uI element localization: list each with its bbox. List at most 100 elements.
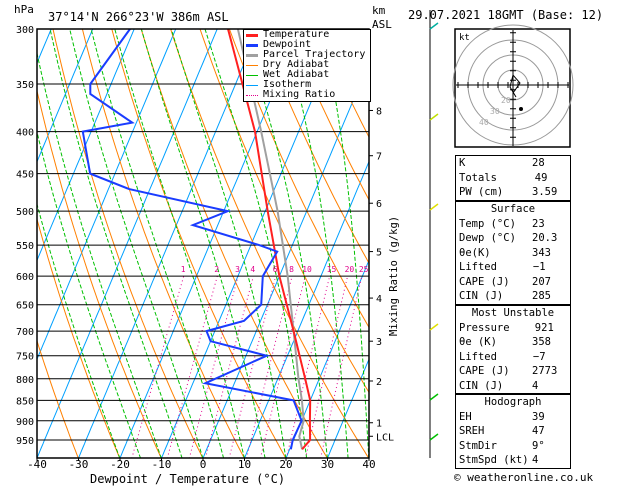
row-label: SREH (459, 425, 485, 437)
wind-barb-icon (429, 113, 439, 121)
row-value: 2773 (532, 365, 558, 377)
legend-swatch (246, 74, 258, 76)
series-dewpoint (81, 29, 303, 450)
row-label: CAPE (J) (459, 275, 510, 288)
legend-label: Isotherm (263, 79, 312, 90)
pressure-tick-label: 750 (16, 352, 34, 363)
temp-tick-label: 30 (321, 458, 334, 471)
pressure-tick-label: 900 (16, 417, 34, 428)
wind-barb-icon (429, 433, 439, 441)
row-value: 3.59 (532, 186, 558, 198)
isotherm (37, 29, 218, 458)
wet-adiabat (90, 29, 225, 458)
pressure-tick-label: 850 (16, 396, 34, 407)
temp-tick-label: -30 (69, 458, 89, 471)
km-tick-label: 7 (376, 152, 382, 163)
legend-item: Parcel Trajectory (244, 50, 370, 60)
table-row: SREH 47 (456, 424, 570, 439)
hodograph-unit: kt (459, 33, 470, 43)
legend-item: Mixing Ratio (244, 90, 370, 100)
table-row: Temp (°C) 23 (456, 217, 570, 232)
mixing-ratio-label: 8 (289, 265, 294, 274)
isotherm (37, 29, 94, 163)
row-value: 49 (534, 171, 548, 184)
km-tick-label: 4 (376, 294, 382, 305)
legend-swatch (246, 64, 258, 66)
plot-area (0, 29, 369, 458)
row-label: θe(K) (459, 246, 491, 259)
mixing-ratio-line (285, 276, 331, 458)
table-row: StmSpd (kt) 4 (456, 453, 570, 468)
temp-tick-label: -40 (27, 458, 47, 471)
legend-swatch (246, 53, 258, 57)
row-value: 358 (532, 336, 551, 348)
mixing-ratio-axis-label: Mixing Ratio (g/kg) (388, 215, 400, 336)
row-label: Totals Totals (459, 171, 497, 184)
wet-adiabat (114, 29, 245, 458)
table-title: Hodograph (484, 396, 542, 408)
legend-label: Temperature (263, 29, 330, 40)
table-row: θe(K) 343 (456, 246, 570, 261)
table-row: K 28 (456, 156, 570, 171)
row-value: 39 (532, 410, 545, 423)
dry-adiabat (37, 339, 79, 458)
km-tick-label: 3 (376, 337, 382, 348)
pressure-tick-label: 700 (16, 327, 34, 338)
legend-label: Dewpoint (263, 39, 312, 50)
mixing-ratio-label: 6 (273, 265, 278, 274)
row-label: StmSpd (kt) (459, 454, 529, 466)
mixing-ratio-line (204, 276, 254, 458)
mixing-ratio-line (166, 276, 218, 458)
legend-item: Dewpoint (244, 40, 370, 50)
row-label: Lifted Index (459, 350, 497, 363)
table-row: Lifted Index −1 (456, 260, 570, 275)
table-row: CAPE (J) 2773 (456, 364, 570, 379)
legend-label: Mixing Ratio (263, 89, 336, 100)
row-value: 47 (532, 425, 545, 437)
table-row: CIN (J) 285 (456, 289, 570, 304)
row-label: CIN (J) (459, 290, 504, 302)
table-row: Dewp (°C) 20.3 (456, 231, 570, 246)
row-value: 20.3 (532, 232, 558, 244)
table-title: Surface (490, 203, 536, 215)
km-label: km (372, 4, 386, 17)
legend-swatch (246, 94, 258, 96)
isotherm (326, 357, 369, 458)
mixing-ratio-line (259, 276, 306, 458)
pressure-tick-label: 600 (16, 272, 34, 283)
pressure-tick-label: 450 (16, 170, 34, 181)
row-label: CIN (J) (459, 379, 504, 392)
temp-tick-label: -20 (110, 458, 130, 471)
indices-table: K 28 Totals Totals 49 PW (cm) 3.59 (455, 155, 571, 201)
hodograph-ring-label: 20 (501, 96, 511, 105)
mixing-ratio-label: 4 (250, 265, 255, 274)
table-row: PW (cm) 3.59 (456, 185, 570, 200)
isotherm (0, 29, 10, 458)
row-value: 343 (532, 246, 551, 259)
row-label: StmDir (459, 439, 497, 452)
row-label: Pressure (mb) (459, 321, 510, 334)
mixing-ratio-line (228, 276, 277, 458)
legend-label: Parcel Trajectory (263, 49, 366, 60)
wet-adiabat (241, 29, 328, 458)
hodograph-ring-label: 40 (479, 118, 489, 127)
row-label: Lifted Index (459, 261, 497, 273)
wind-barb-icon (429, 393, 439, 401)
wet-adiabat (281, 29, 349, 458)
row-value: 921 (534, 321, 554, 334)
row-value: 28 (532, 157, 545, 169)
row-label: PW (cm) (459, 186, 504, 198)
table-title: Most Unstable (471, 307, 555, 319)
legend-label: Dry Adiabat (263, 59, 330, 70)
row-value: −7 (532, 350, 546, 363)
table-row: CAPE (J) 207 (456, 275, 570, 290)
km-tick-label: LCL (376, 432, 394, 443)
row-label: Dewp (°C) (459, 232, 516, 244)
dry-adiabat (52, 29, 204, 458)
table-row: θe (K) 358 (456, 335, 570, 350)
series-parcel-trajectory (236, 29, 305, 450)
km-tick-label: 1 (376, 419, 382, 430)
km-tick-label: 8 (376, 106, 382, 117)
